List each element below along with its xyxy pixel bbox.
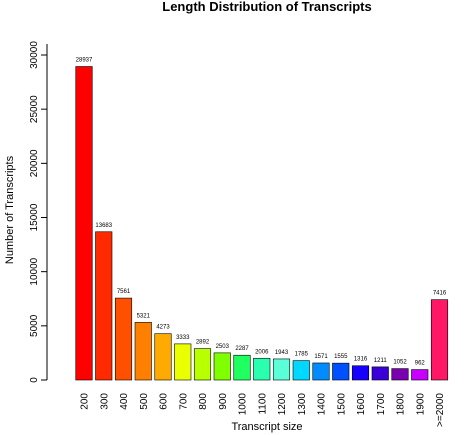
bar-15 [371, 366, 389, 381]
bar-4 [154, 333, 172, 381]
data-label-14: 1316 [354, 357, 368, 363]
y-tick-label: 25000 [29, 95, 40, 123]
x-tick-label-5: 700 [178, 393, 189, 410]
data-label-13: 1555 [334, 354, 348, 360]
bar-18 [430, 299, 449, 381]
x-tick-label-0: 200 [80, 393, 91, 410]
x-tick-label-8: 1000 [238, 393, 249, 416]
data-label-6: 2892 [196, 340, 210, 346]
data-label-9: 2006 [255, 349, 269, 355]
bar-7 [213, 352, 231, 381]
data-label-4: 4273 [156, 325, 170, 331]
bar-13 [332, 362, 350, 381]
data-label-7: 2503 [216, 344, 230, 350]
data-label-8: 2287 [235, 346, 249, 352]
x-tick-label-10: 1200 [277, 393, 288, 416]
x-tick-label-3: 500 [139, 393, 150, 410]
bar-14 [351, 365, 370, 381]
x-tick-label-18: >=2000 [435, 393, 446, 427]
bar-8 [233, 354, 251, 381]
x-tick-label-14: 1600 [356, 393, 367, 416]
y-tick-label: 10000 [29, 257, 40, 285]
y-tick-label: 0 [29, 377, 40, 383]
x-tick-label-7: 900 [218, 393, 229, 410]
data-label-11: 1785 [295, 352, 309, 358]
x-tick-label-6: 800 [198, 393, 209, 410]
x-tick-label-4: 600 [159, 393, 170, 410]
bar-1 [95, 231, 113, 381]
bar-9 [253, 357, 271, 381]
data-label-16: 1052 [393, 360, 407, 366]
y-tick-label: 5000 [29, 314, 40, 337]
chart-title: Length Distribution of Transcripts [162, 0, 371, 14]
data-label-12: 1571 [314, 354, 328, 360]
x-tick-label-2: 400 [119, 393, 130, 410]
x-tick-label-11: 1300 [297, 393, 308, 416]
x-tick-labels: 200 300 400 500 600 700 800 900 1000 1100 1200 1300… [80, 393, 447, 427]
x-tick-label-16: 1800 [396, 393, 407, 416]
bar-10 [272, 358, 291, 381]
bar-3 [134, 322, 152, 381]
x-tick-label-13: 1500 [336, 393, 347, 416]
bar-11 [292, 360, 310, 381]
data-label-1: 13683 [95, 223, 112, 229]
x-tick-label-1: 300 [99, 393, 110, 410]
y-tick-label: 20000 [29, 149, 40, 177]
bar-0 [75, 66, 93, 381]
data-label-17: 962 [415, 361, 426, 367]
bar-5 [174, 343, 192, 381]
y-tick-label: 30000 [29, 41, 40, 69]
y-axis-ticks: 0 5000 10000 15000 20000 25000 30000 [29, 41, 47, 383]
data-label-0: 28937 [76, 58, 93, 64]
x-tick-label-15: 1700 [376, 393, 387, 416]
bar-2 [114, 297, 133, 381]
data-label-5: 3333 [176, 335, 190, 341]
x-axis-title: Transcript size [231, 421, 302, 433]
bar-16 [391, 368, 409, 381]
y-axis-title: Number of Transcripts [4, 155, 16, 264]
data-label-18: 7416 [433, 291, 447, 297]
data-label-3: 5321 [137, 313, 151, 319]
bar-17 [411, 369, 429, 381]
y-tick-label: 15000 [29, 203, 40, 231]
bar-12 [312, 362, 330, 381]
x-tick-label-17: 1900 [415, 393, 426, 416]
data-label-2: 7561 [117, 289, 131, 295]
bars-group: 28937 13683 7561 5321 4273 3333 2892 2503 2287 20… [75, 58, 449, 381]
x-tick-label-9: 1100 [257, 393, 268, 415]
bar-6 [193, 348, 212, 381]
x-tick-label-12: 1400 [317, 393, 328, 416]
data-label-10: 1943 [275, 350, 289, 356]
data-label-15: 1211 [374, 358, 388, 364]
